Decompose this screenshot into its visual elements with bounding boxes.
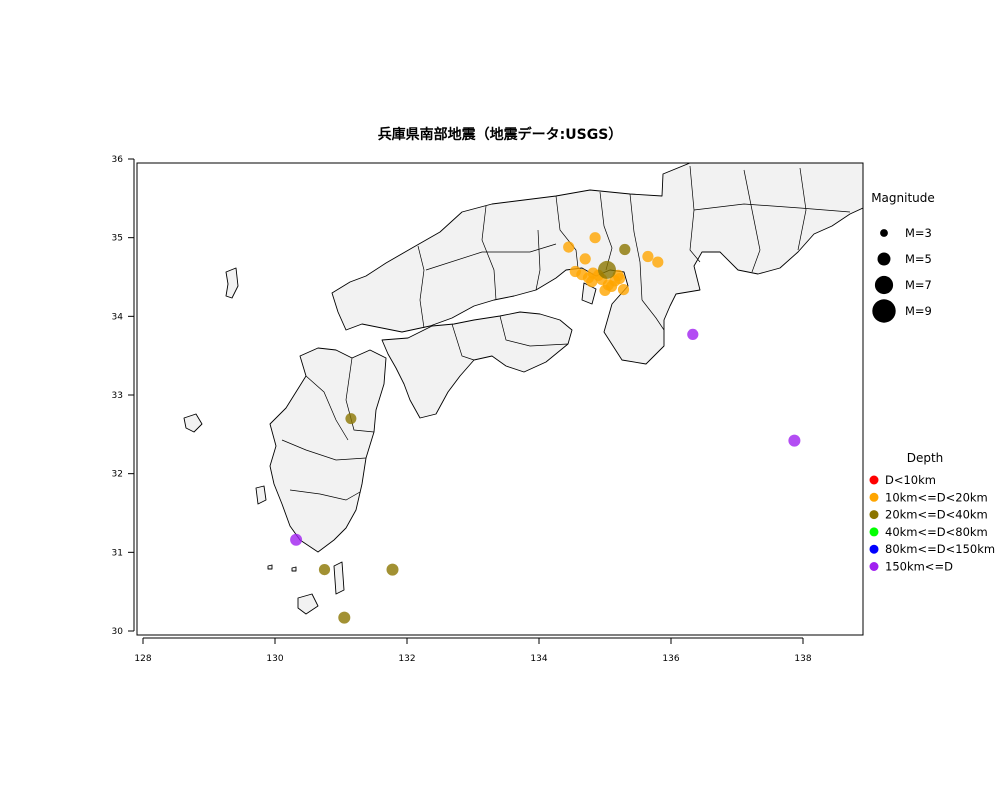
depth-legend: Depth D<10km 10km<=D<20km 20km<=D<40km 40km… — [869, 451, 995, 574]
depth-legend-swatch — [869, 544, 879, 554]
land-layer — [183, 163, 863, 615]
quake-point — [589, 232, 601, 244]
quake-point — [617, 284, 630, 296]
land-tsushima — [225, 267, 239, 299]
y-tick-label: 31 — [112, 548, 123, 558]
border-kyushu-3 — [281, 439, 367, 461]
border-kinki-3 — [629, 193, 643, 301]
land-koshiki — [255, 485, 267, 505]
y-tick-label: 35 — [112, 234, 123, 244]
border-kinki-2 — [599, 191, 613, 271]
x-tick-label: 136 — [662, 654, 679, 664]
map-title: 兵庫県南部地震（地震データ:USGS） — [378, 126, 623, 143]
y-axis: 30 31 32 33 34 35 36 — [112, 155, 135, 637]
border-chubu-4 — [693, 203, 851, 213]
border-chubu-2 — [743, 169, 761, 273]
magnitude-legend-title: Magnitude — [871, 191, 935, 205]
quake-point — [290, 533, 303, 546]
border-chugoku-2 — [481, 205, 497, 301]
y-tick-label: 33 — [112, 391, 123, 401]
quake-point — [386, 563, 399, 576]
border-chubu-1 — [689, 165, 701, 263]
magnitude-legend-symbol — [877, 252, 891, 266]
land-small-islet-2 — [291, 566, 297, 572]
x-tick-label: 132 — [398, 654, 415, 664]
magnitude-legend-label: M=9 — [905, 304, 932, 318]
quake-point — [345, 413, 357, 425]
magnitude-legend-symbol — [872, 299, 896, 323]
depth-legend-swatch — [869, 562, 879, 571]
x-axis: 128 130 132 134 136 138 — [134, 637, 812, 664]
y-tick-label: 30 — [112, 627, 124, 637]
quake-point — [687, 328, 699, 340]
earthquake-points — [290, 232, 801, 624]
land-yakushima — [297, 593, 319, 615]
quake-point — [598, 260, 616, 279]
y-tick-label: 34 — [112, 312, 124, 322]
land-small-islet-1 — [267, 564, 273, 570]
depth-legend-label: D<10km — [885, 473, 936, 487]
depth-legend-label: 20km<=D<40km — [885, 508, 988, 522]
x-tick-label: 134 — [530, 654, 547, 664]
quake-point — [318, 564, 331, 576]
depth-legend-label: 80km<=D<150km — [885, 542, 995, 556]
y-tick-label: 32 — [112, 470, 123, 480]
depth-legend-label: 10km<=D<20km — [885, 490, 988, 504]
x-tick-label: 138 — [794, 654, 811, 664]
magnitude-legend-symbol — [874, 275, 894, 295]
depth-legend-label: 150km<=D — [885, 560, 953, 574]
border-kinki-4 — [641, 299, 665, 331]
quake-point — [563, 241, 575, 253]
quake-point — [642, 250, 654, 263]
border-chugoku-3 — [425, 243, 557, 271]
depth-legend-swatch — [869, 475, 879, 485]
x-tick-label: 128 — [134, 654, 151, 664]
land-shikoku — [381, 311, 573, 419]
quake-point — [579, 253, 591, 265]
quake-point — [338, 611, 351, 624]
depth-legend-title: Depth — [907, 451, 944, 465]
quake-point — [788, 434, 801, 447]
quake-point — [619, 243, 631, 256]
y-tick-label: 36 — [112, 155, 124, 165]
depth-legend-label: 40km<=D<80km — [885, 525, 988, 539]
magnitude-legend-label: M=5 — [905, 252, 932, 266]
border-shikoku-2 — [499, 315, 569, 347]
border-kyushu-1 — [305, 375, 349, 441]
magnitude-legend-label: M=7 — [905, 278, 932, 292]
border-chugoku-1 — [417, 245, 425, 329]
land-tanegashima — [333, 561, 345, 595]
plot-frame — [136, 162, 864, 636]
land-goto — [183, 413, 203, 433]
border-kinki-1 — [555, 195, 579, 269]
quake-point — [599, 284, 611, 296]
magnitude-legend-label: M=3 — [905, 226, 932, 240]
depth-legend-swatch — [869, 492, 879, 502]
magnitude-legend: Magnitude M=3 M=5 M=7 M=9 — [871, 191, 935, 323]
quake-point — [586, 276, 598, 288]
quake-point — [652, 256, 664, 268]
depth-legend-swatch — [869, 510, 879, 520]
magnitude-legend-symbol — [880, 229, 888, 237]
land-kyushu — [269, 347, 387, 553]
prefecture-borders — [281, 165, 851, 501]
border-shikoku-1 — [451, 323, 475, 361]
border-kyushu-4 — [289, 489, 361, 501]
depth-legend-swatch — [869, 527, 879, 537]
border-chugoku-4 — [535, 229, 541, 291]
x-tick-label: 130 — [266, 654, 283, 664]
border-chubu-3 — [797, 167, 807, 251]
quake-point — [613, 273, 626, 285]
